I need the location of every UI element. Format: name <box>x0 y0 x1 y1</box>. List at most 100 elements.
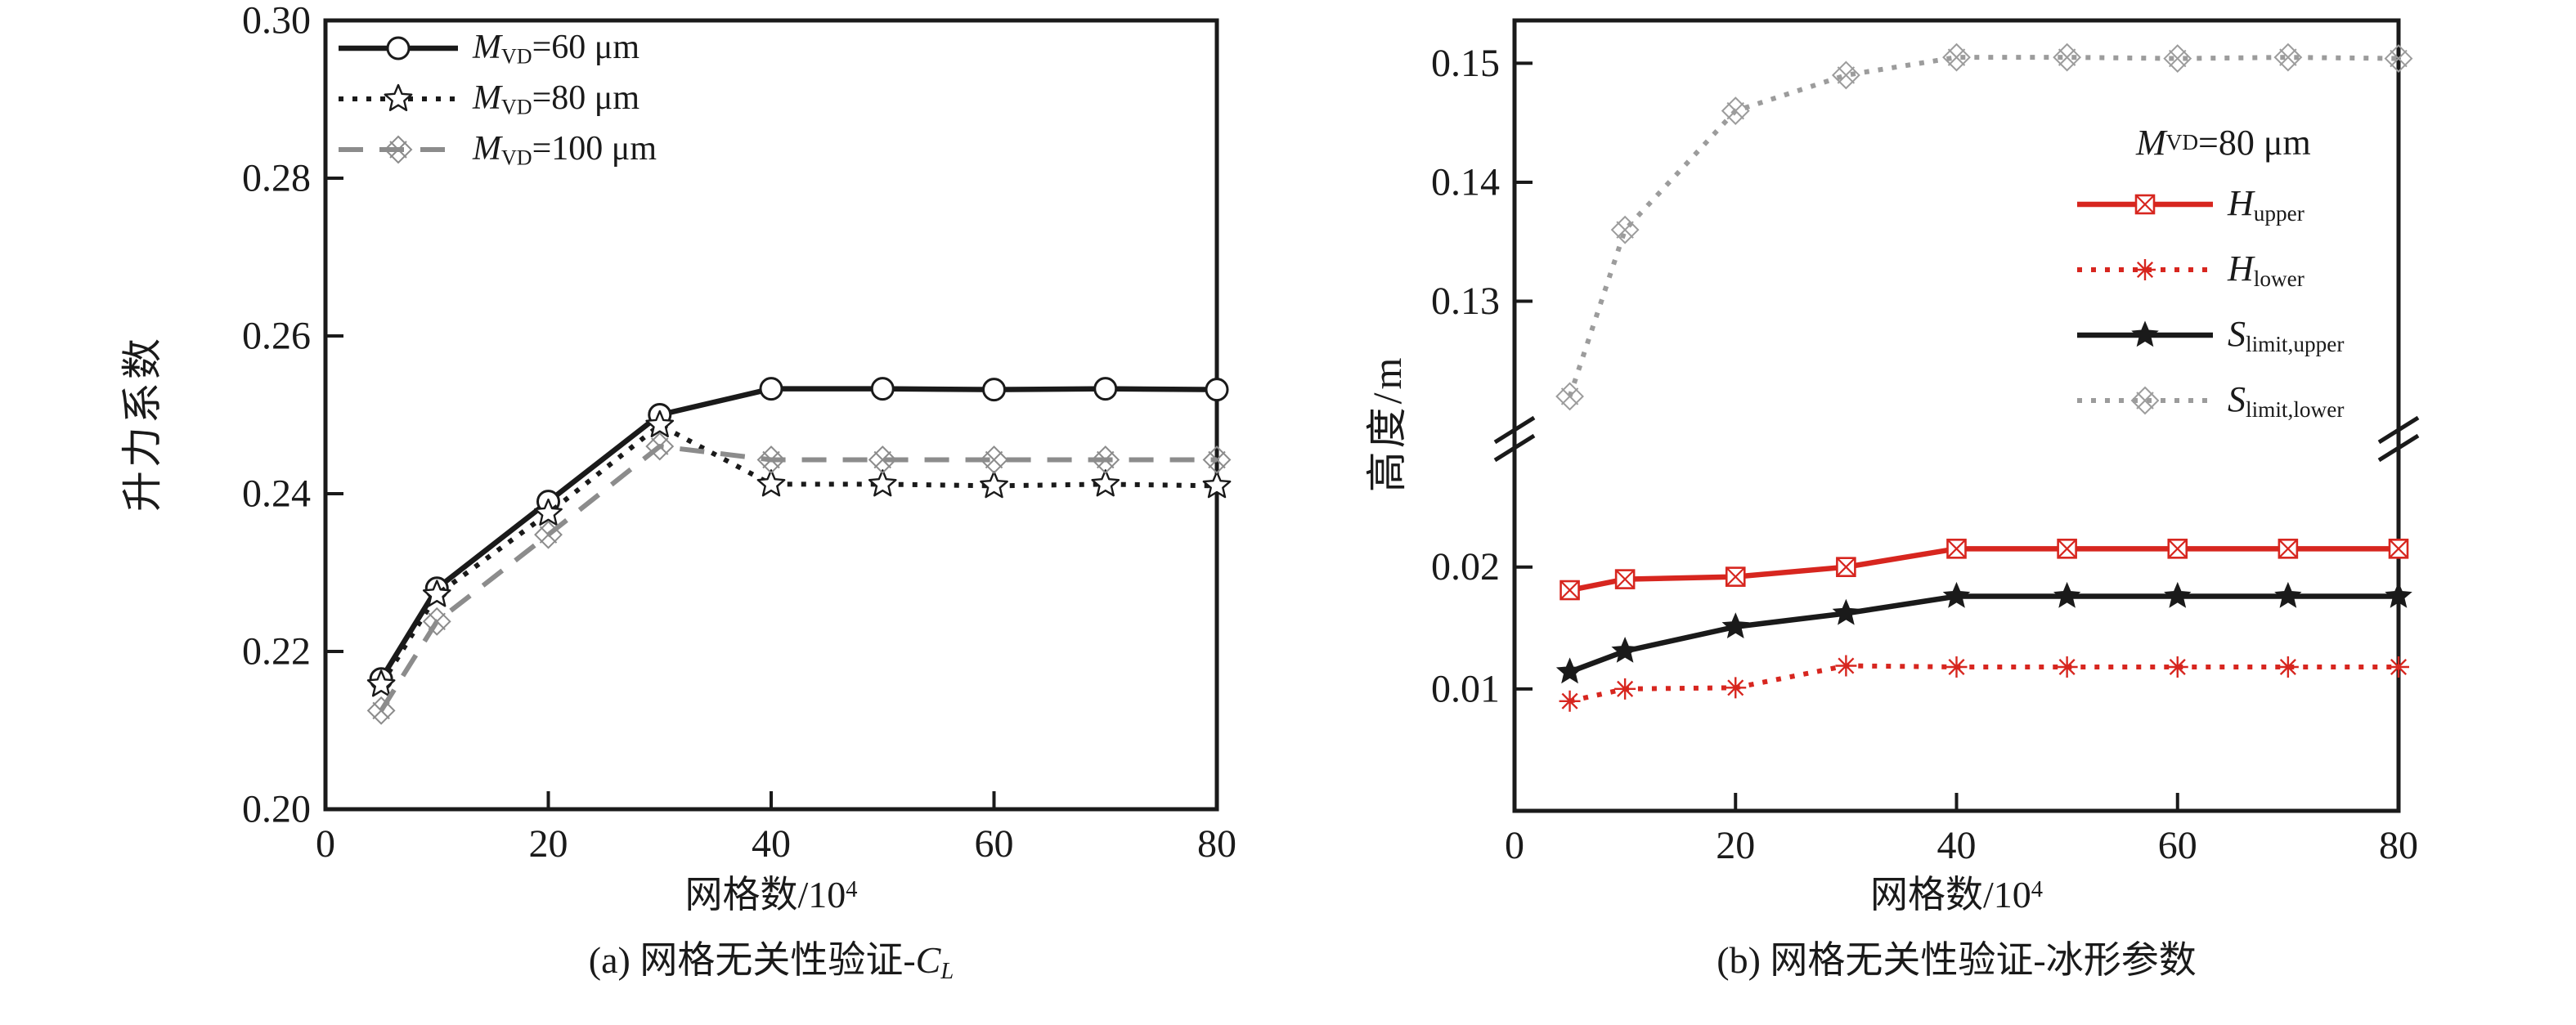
x-diamond-marker <box>428 612 446 631</box>
y-tick-label: 0.28 <box>242 157 311 200</box>
axis-break-mark <box>2377 415 2420 445</box>
x-square-marker <box>1836 557 1856 577</box>
legend-sample-line <box>339 36 458 60</box>
star-filled-marker <box>1611 636 1639 663</box>
axis-break-mark <box>2377 433 2420 463</box>
circle-marker <box>870 377 895 401</box>
series-line <box>1568 546 2399 593</box>
legend-sample-line <box>2077 320 2213 347</box>
circle-marker <box>386 36 411 60</box>
legend-label: Slimit,upper <box>2228 314 2345 356</box>
x-tick-label: 20 <box>529 822 568 866</box>
x-diamond-marker <box>756 445 786 474</box>
legend-panel-a: MVD=60 μm MVD=80 μm MVD=100 μm <box>337 23 657 175</box>
star-filled-marker <box>2385 581 2412 608</box>
series-H_lower <box>1559 655 2409 712</box>
caption-panel-b: (b) 网格无关性验证-冰形参数 <box>1717 939 2197 981</box>
x-square-marker <box>2135 195 2155 214</box>
x-diamond-marker <box>389 141 407 159</box>
x-tick-label: 40 <box>1937 824 1977 867</box>
x-square-marker <box>2389 539 2408 559</box>
y-tick-label: 0.24 <box>242 472 311 516</box>
legend-item-H_lower: Hlower <box>2076 237 2344 302</box>
legend-label: MVD=60 μm <box>473 28 640 69</box>
x-tick-label: 60 <box>2158 824 2197 867</box>
x-diamond-marker <box>2136 392 2154 410</box>
legend-label: Slimit,lower <box>2228 379 2345 422</box>
circle-marker <box>1093 377 1118 401</box>
x-diamond-marker <box>1721 96 1750 126</box>
series-S_limit-lower <box>1555 43 2413 411</box>
x-square-marker <box>2167 539 2188 559</box>
x-tick-label: 60 <box>975 822 1014 866</box>
legend-panel-b: M VD =80 μm Hupper Hlower Slimit,upper Slimit… <box>2076 113 2344 433</box>
legend-item-M_VD-80-m: MVD=80 μm <box>337 74 657 124</box>
y-tick-label: 0.22 <box>242 630 311 674</box>
x-diamond-marker <box>873 450 891 469</box>
legend-item-S_limit-lower: Slimit,lower <box>2076 368 2344 433</box>
y-tick-label: 0.01 <box>1431 667 1500 710</box>
series-M_VD-60-m <box>369 377 1229 692</box>
circle-marker <box>982 378 1006 402</box>
series-line <box>1568 593 2399 675</box>
star-filled-marker <box>2053 581 2081 608</box>
x-tick-label: 0 <box>1505 824 1524 867</box>
legend-title-mvd: M VD =80 μm <box>2136 122 2311 163</box>
legend-label: Hlower <box>2228 248 2304 291</box>
star-filled-marker <box>1721 612 1749 639</box>
x-diamond-marker <box>1942 43 1971 72</box>
x-diamond-marker <box>762 450 780 469</box>
y-tick-label: 0.20 <box>242 788 311 831</box>
legend-sample-line <box>2077 386 2213 415</box>
y-axis-label-lift-coefficient: 升力系数 <box>119 335 165 512</box>
series-S_limit-upper <box>1555 581 2412 684</box>
x-tick-label: 20 <box>1716 824 1755 867</box>
x-diamond-marker <box>1831 60 1860 90</box>
x-diamond-marker <box>1610 215 1640 244</box>
star-filled-marker <box>1555 657 1584 684</box>
x-diamond-marker <box>980 445 1008 474</box>
x-diamond-marker <box>366 696 396 725</box>
y-tick-label: 0.13 <box>1431 280 1500 323</box>
x-diamond-marker <box>422 606 451 636</box>
x-diamond-marker <box>384 135 413 164</box>
x-diamond-marker <box>2130 386 2160 415</box>
x-diamond-marker <box>1091 445 1120 474</box>
x-diamond-marker <box>1560 387 1579 405</box>
x-diamond-marker <box>1202 445 1232 474</box>
y-tick-label: 0.26 <box>242 315 311 358</box>
star-open-marker <box>980 471 1008 499</box>
star-filled-marker <box>2131 320 2159 347</box>
star-open-marker <box>1202 471 1232 499</box>
star-open-marker <box>756 469 786 497</box>
x-diamond-marker <box>539 526 558 544</box>
caption-panel-a: (a) 网格无关性验证-CL <box>588 939 954 985</box>
x-diamond-marker <box>645 432 675 461</box>
x-diamond-marker <box>2384 44 2413 73</box>
x-diamond-marker <box>2169 49 2187 68</box>
x-square-marker <box>1615 569 1635 589</box>
x-square-marker <box>2057 539 2077 559</box>
x-diamond-marker <box>868 445 897 474</box>
star-open-marker <box>1091 469 1120 497</box>
x-tick-label: 80 <box>1197 822 1236 866</box>
series-M_VD-80-m <box>366 410 1232 697</box>
x-square-marker <box>1560 580 1580 600</box>
x-diamond-marker <box>2053 43 2082 72</box>
x-diamond-marker <box>1208 450 1226 469</box>
x-square-marker <box>2278 539 2298 559</box>
x-diamond-marker <box>2273 43 2303 72</box>
legend-item-H_upper: Hupper <box>2076 172 2344 237</box>
x-square-marker <box>1726 566 1746 587</box>
y-tick-label: 0.15 <box>1431 42 1500 85</box>
y-tick-label: 0.02 <box>1431 545 1500 589</box>
star-filled-marker <box>1832 598 1860 625</box>
y-tick-label: 0.30 <box>242 0 311 43</box>
x-square-marker <box>1946 539 1967 559</box>
x-diamond-marker <box>1097 450 1115 469</box>
x-diamond-marker <box>2163 44 2192 73</box>
legend-label: MVD=100 μm <box>473 129 657 170</box>
legend-sample-line <box>339 83 458 111</box>
